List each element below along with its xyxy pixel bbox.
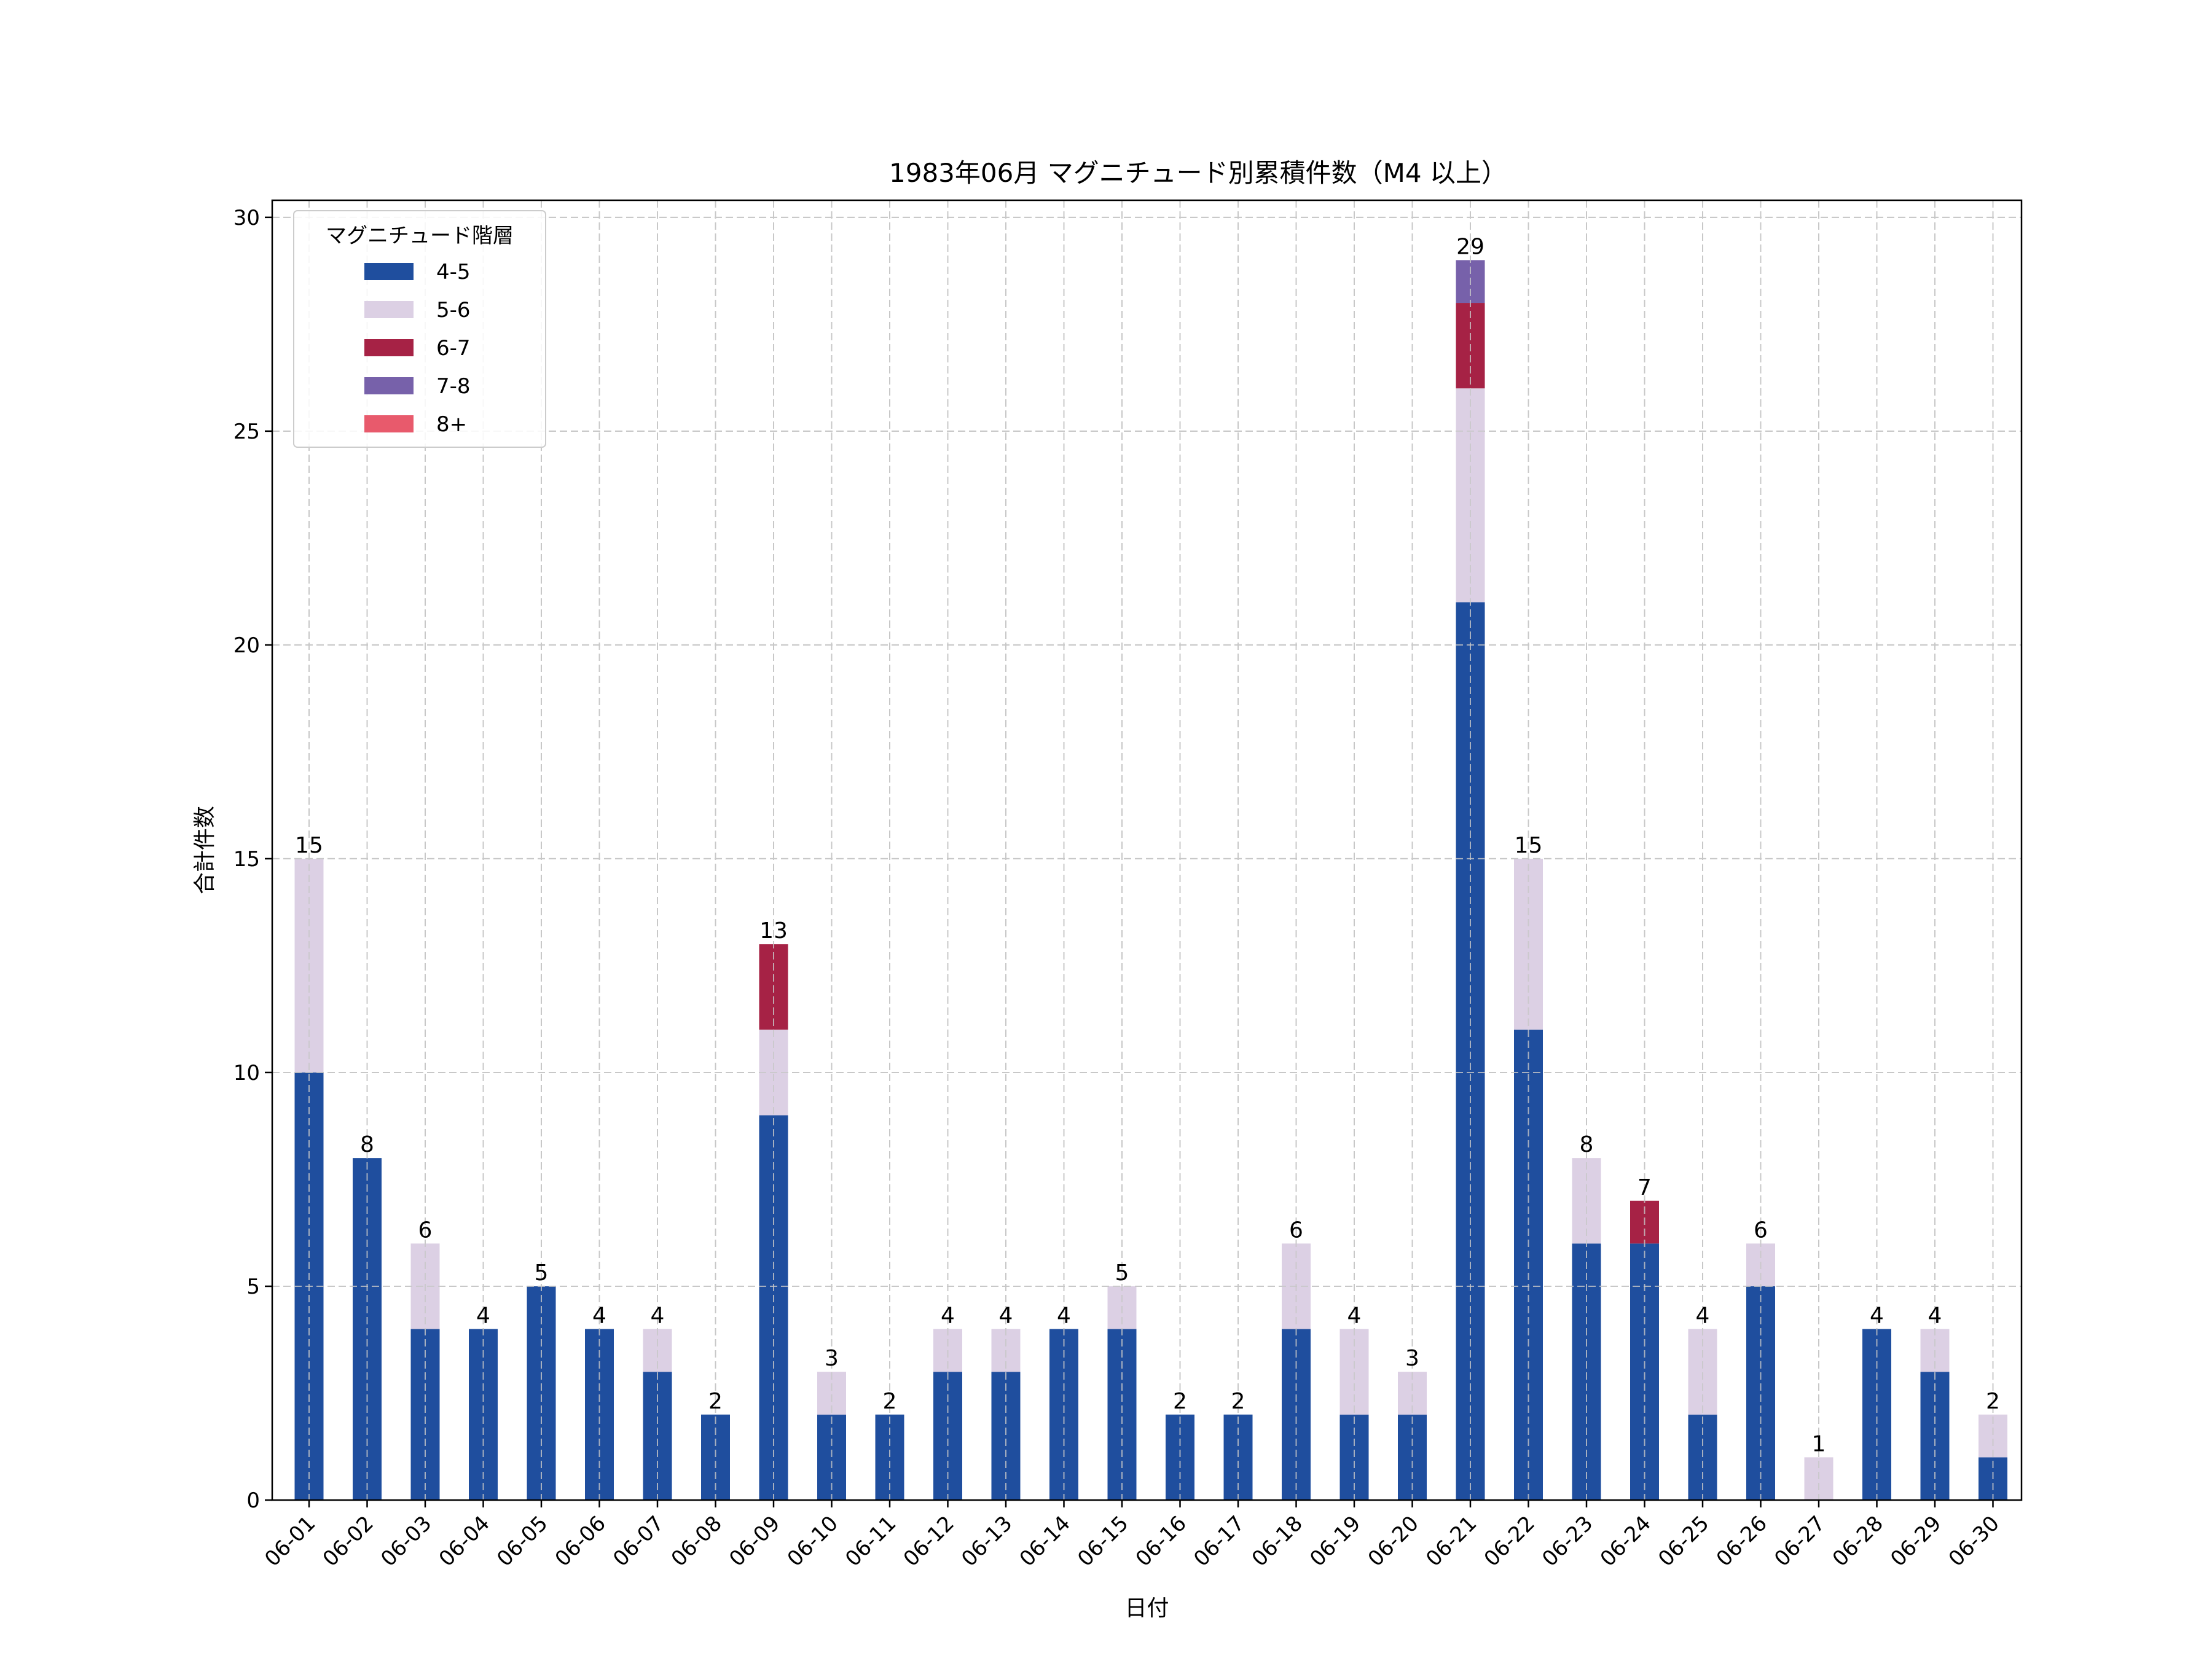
bar-total-label: 8 <box>1580 1132 1594 1157</box>
bar-total-label: 8 <box>360 1132 374 1157</box>
x-axis-title: 日付 <box>1124 1596 1169 1621</box>
legend-frame <box>293 210 546 448</box>
legend-swatch <box>364 415 414 432</box>
bar-total-label: 4 <box>476 1303 490 1329</box>
bar-segment <box>1920 1372 1950 1500</box>
bar-total-label: 6 <box>1754 1217 1768 1243</box>
y-tick-label: 30 <box>233 206 260 230</box>
bar-total-label: 4 <box>999 1303 1013 1329</box>
legend-swatch <box>364 339 414 356</box>
legend-entry-label: 4-5 <box>436 260 471 284</box>
bar-segment <box>991 1372 1021 1500</box>
bar-total-label: 1 <box>1812 1431 1826 1456</box>
chart-title: 1983年06月 マグニチュード別累積件数（M4 以上） <box>889 158 1507 188</box>
legend-swatch <box>364 263 414 280</box>
bar-segment <box>643 1372 672 1500</box>
plot-frame <box>271 199 2023 1501</box>
bar-total-label: 13 <box>759 918 788 944</box>
bar-total-label: 4 <box>1870 1303 1884 1329</box>
bar-total-label: 4 <box>941 1303 955 1329</box>
legend-entry-label: 5-6 <box>436 298 471 322</box>
bar-total-label: 4 <box>1696 1303 1710 1329</box>
bar-total-label: 2 <box>708 1389 723 1414</box>
legend: マグニチュード階層 4-5 5-6 6-7 7-8 8+ <box>293 210 546 448</box>
bar-total-label: 5 <box>1115 1260 1129 1286</box>
legend-title: マグニチュード階層 <box>326 224 514 248</box>
bar-total-label: 4 <box>592 1303 606 1329</box>
y-tick-label: 15 <box>233 847 260 872</box>
y-axis: 0 5 10 15 20 25 30 <box>233 206 272 1513</box>
y-tick-label: 20 <box>233 633 260 658</box>
bar-total-label: 15 <box>295 833 323 858</box>
bar-total-label: 2 <box>1986 1389 2000 1414</box>
bar-total-label: 4 <box>1347 1303 1362 1329</box>
legend-entry-label: 6-7 <box>436 336 471 361</box>
y-tick-label: 0 <box>246 1488 260 1513</box>
bar-total-label: 2 <box>1173 1389 1187 1414</box>
legend-entry-label: 8+ <box>436 412 467 437</box>
bar-total-label: 3 <box>1405 1346 1419 1371</box>
bar-total-label: 2 <box>1231 1389 1245 1414</box>
y-tick-label: 25 <box>233 420 260 444</box>
y-tick-label: 10 <box>233 1061 260 1085</box>
bar-total-label: 7 <box>1637 1175 1652 1200</box>
bar-total-label: 15 <box>1515 833 1543 858</box>
legend-swatch <box>364 377 414 394</box>
bar-total-label: 4 <box>651 1303 665 1329</box>
bar-total-label: 6 <box>1289 1217 1303 1243</box>
bar-total-label: 6 <box>418 1217 433 1243</box>
bar-total-label: 4 <box>1928 1303 1942 1329</box>
bar-total-label: 3 <box>825 1346 839 1371</box>
bar-total-label: 4 <box>1057 1303 1071 1329</box>
bar-total-label: 2 <box>883 1389 897 1414</box>
legend-swatch <box>364 301 414 318</box>
y-axis-title: 合計件数 <box>192 806 218 894</box>
y-tick-label: 5 <box>246 1275 260 1299</box>
bar-total-label: 5 <box>535 1260 549 1286</box>
legend-entry-label: 7-8 <box>436 374 471 399</box>
bar-segment <box>933 1372 962 1500</box>
bar-total-label: 29 <box>1456 234 1484 259</box>
